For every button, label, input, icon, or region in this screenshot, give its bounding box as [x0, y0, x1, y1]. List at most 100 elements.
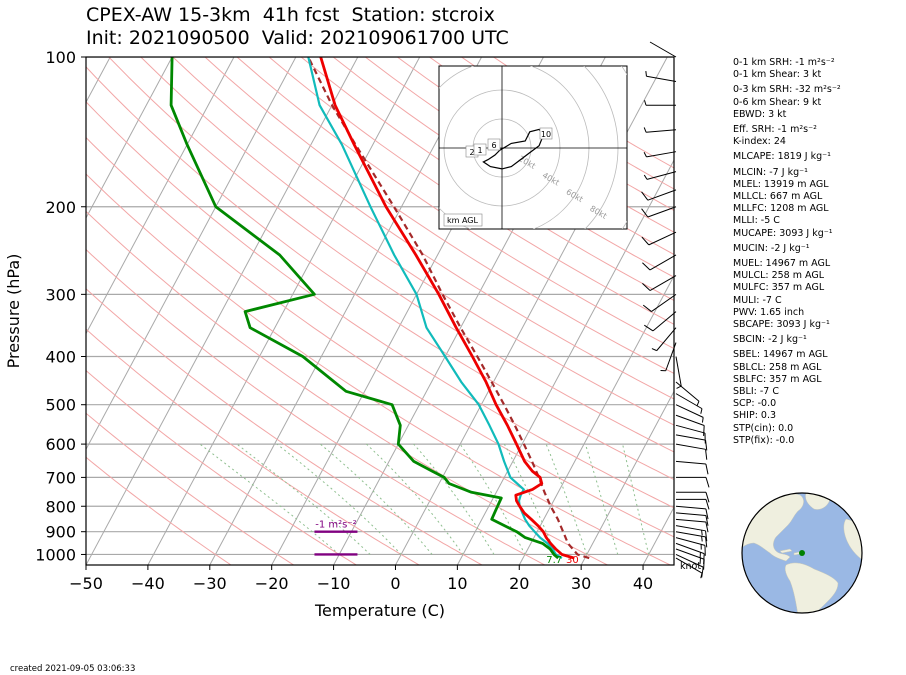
param-item: SBLI: -7 C [733, 386, 779, 398]
y-tick-label: 700 [45, 468, 76, 487]
barb-half-flag [643, 152, 647, 158]
barb-staff [652, 311, 677, 332]
moist-adiabat [622, 443, 650, 555]
x-tick-label: −50 [69, 574, 103, 593]
wind-barb [675, 537, 706, 556]
barb-flag [705, 449, 708, 460]
hodograph-trace [482, 128, 545, 170]
barb-half-flag [645, 71, 647, 77]
barb-staff [649, 275, 677, 291]
wind-barb [644, 311, 677, 332]
dry-adiabat [236, 57, 674, 350]
barb-flag [705, 536, 708, 548]
dry-adiabat [332, 57, 674, 278]
hodograph-height-label: 2 [469, 148, 474, 157]
barb-flag [705, 492, 710, 503]
wind-barb [675, 434, 708, 451]
param-item: STP(fix): -0.0 [733, 434, 795, 446]
barb-staff [646, 151, 677, 158]
param-item: 0-1 km SRH: -1 m²s⁻² [733, 57, 835, 68]
param-item: K-index: 24 [733, 136, 786, 148]
barb-flag [641, 191, 649, 201]
barb-half-flag [643, 127, 647, 133]
x-tick-label: −20 [255, 574, 289, 593]
barb-staff [675, 505, 706, 510]
barb-staff [675, 542, 705, 555]
wind-barb [675, 393, 703, 414]
wind-barb [660, 342, 677, 372]
wind-barb [675, 356, 682, 389]
chart-profiles [169, 57, 590, 560]
wind-barb [676, 498, 710, 510]
wetbulb-trace [307, 57, 563, 560]
title-line-2: Init: 2021090500 Valid: 202109061700 UTC [86, 27, 509, 49]
hodograph-height-box [487, 138, 501, 151]
barb-flag [641, 236, 650, 246]
dry-adiabat [86, 173, 671, 565]
surface-dewpoint-label: 7.7 [546, 555, 562, 566]
barb-staff [675, 531, 706, 538]
barb-staff [646, 129, 677, 133]
barb-staff [675, 414, 705, 426]
barb-flag [644, 324, 654, 332]
wind-barb [675, 414, 705, 436]
param-item: SBLFC: 357 m AGL [733, 373, 822, 385]
barb-staff [675, 518, 706, 523]
barb-staff [649, 254, 677, 271]
wind-barb [676, 476, 710, 488]
temperature-trace [319, 57, 575, 560]
wind-barb [644, 100, 676, 106]
wind-barb [642, 293, 677, 312]
y-axis-label: Pressure (hPa) [4, 254, 23, 369]
wind-barb [675, 518, 709, 533]
barb-staff [675, 393, 703, 410]
param-item: MUCIN: -2 J kg⁻¹ [733, 242, 810, 254]
wind-barb [675, 505, 709, 520]
barb-flag [642, 262, 651, 271]
barb-staff [675, 434, 706, 441]
dry-adiabat [204, 57, 674, 375]
barb-staff [675, 381, 700, 402]
dewpoint-trace [169, 57, 560, 560]
dry-adiabat [86, 66, 674, 481]
wind-barb [643, 171, 677, 180]
barb-flag [701, 567, 704, 578]
chart-title: CPEX-AW 15-3km 41h fcst Station: stcroix… [86, 4, 509, 50]
barb-staff [675, 548, 705, 560]
barb-staff [675, 512, 706, 517]
barb-staff [651, 293, 677, 312]
barb-staff [648, 231, 677, 246]
moist-adiabat [503, 443, 557, 555]
barb-staff [675, 525, 706, 532]
wind-barb [675, 554, 704, 578]
isotherm-line [86, 57, 235, 335]
moist-adiabat [413, 443, 495, 555]
wind-barb [642, 275, 677, 291]
barb-flag [641, 208, 649, 218]
y-tick-label: 500 [45, 396, 76, 415]
param-item: MULCL: 258 m AGL [733, 270, 825, 282]
wind-barb [675, 443, 708, 460]
barb-half-flag [701, 417, 704, 423]
x-tick-label: −30 [193, 574, 227, 593]
barb-flag [705, 530, 708, 542]
hodograph-height-label: 10 [541, 130, 551, 139]
barb-staff [675, 460, 706, 465]
hodograph-height-box [473, 143, 487, 156]
wind-barb [641, 206, 677, 218]
barb-staff [647, 206, 677, 218]
wind-barb [675, 512, 709, 526]
wind-unit-label: knot [680, 561, 701, 572]
param-item: STP(cin): 0.0 [733, 422, 794, 434]
wind-barb [649, 41, 677, 58]
param-item: SBEL: 14967 m AGL [733, 349, 828, 361]
moist-adiabat [276, 443, 402, 555]
barb-staff [656, 327, 677, 351]
param-item: MLCIN: -7 J kg⁻¹ [733, 166, 808, 178]
chart-extras: 7.7 30 -1 m²s⁻² [314, 520, 579, 566]
moist-adiabat [199, 443, 340, 555]
title-line-1: CPEX-AW 15-3km 41h fcst Station: stcroix [86, 4, 495, 26]
isotherm-line [580, 390, 674, 565]
